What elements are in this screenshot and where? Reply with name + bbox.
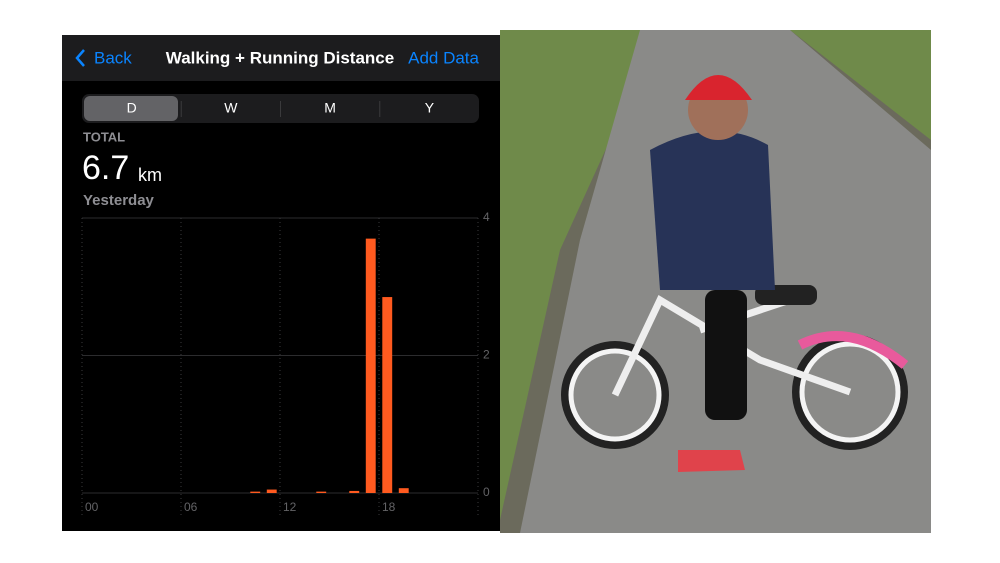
total-value: 6.7 bbox=[82, 149, 129, 187]
bar bbox=[250, 491, 261, 493]
mudguard bbox=[797, 331, 909, 369]
grass-left bbox=[500, 30, 660, 520]
y-tick-label: 2 bbox=[483, 348, 490, 362]
nav-title: Walking + Running Distance bbox=[166, 48, 394, 67]
period-label: Yesterday bbox=[83, 192, 155, 209]
bar bbox=[316, 491, 327, 493]
jacket bbox=[650, 131, 775, 290]
bar bbox=[349, 490, 360, 493]
front-tyre-wall bbox=[568, 348, 662, 442]
back-button[interactable]: Back bbox=[94, 48, 132, 67]
nav-bar bbox=[62, 35, 500, 81]
bar bbox=[382, 297, 393, 493]
x-tick-label: 00 bbox=[85, 500, 99, 514]
front-wheel bbox=[561, 341, 669, 449]
shoe bbox=[678, 450, 745, 472]
bar bbox=[398, 488, 409, 493]
x-tick-label: 18 bbox=[382, 500, 396, 514]
legs bbox=[705, 290, 747, 420]
bar bbox=[266, 489, 277, 493]
y-tick-label: 0 bbox=[483, 485, 490, 499]
helmet bbox=[685, 75, 752, 100]
total-label: TOTAL bbox=[83, 129, 125, 144]
grass-right bbox=[790, 30, 931, 140]
back-chevron[interactable] bbox=[75, 49, 85, 67]
y-tick-label: 4 bbox=[483, 210, 490, 224]
add-data-button[interactable]: Add Data bbox=[408, 48, 479, 67]
photo bbox=[500, 30, 931, 533]
segment-label[interactable]: Y bbox=[425, 100, 435, 116]
bar bbox=[365, 238, 376, 493]
x-tick-label: 06 bbox=[184, 500, 198, 514]
x-tick-label: 12 bbox=[283, 500, 297, 514]
segment-label[interactable]: M bbox=[324, 100, 336, 116]
total-unit: km bbox=[138, 165, 162, 185]
segment-label[interactable]: W bbox=[224, 100, 238, 116]
rear-tyre-wall bbox=[799, 341, 901, 443]
segment-label[interactable]: D bbox=[127, 100, 137, 116]
selected-segment bbox=[84, 96, 178, 121]
